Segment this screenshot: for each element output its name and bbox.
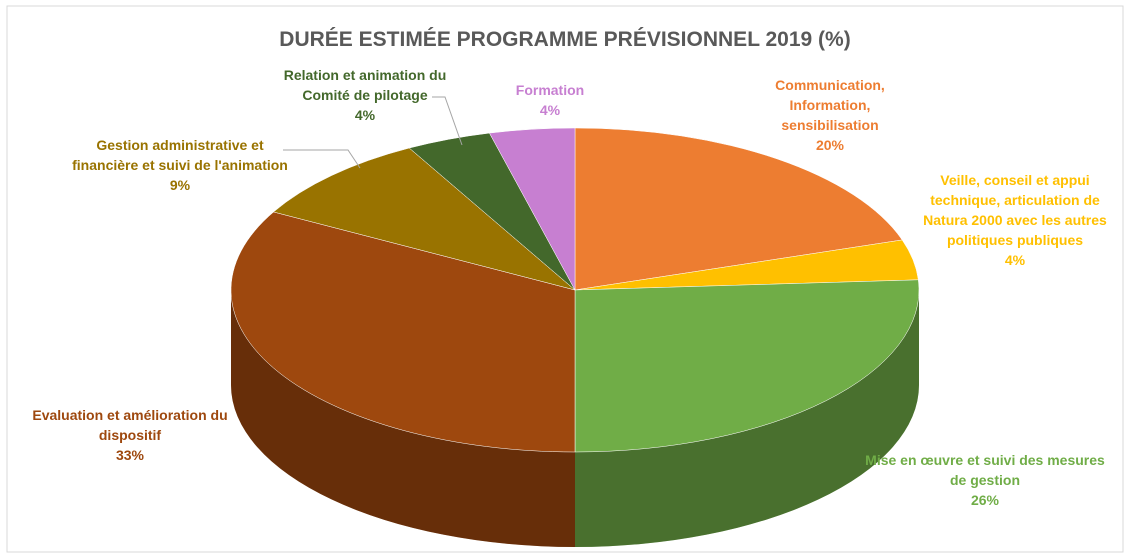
value-label: 20%	[815, 137, 845, 153]
data-label: Evaluation et amélioration du dispositif…	[10, 405, 250, 465]
data-label: Communication, Information, sensibilisat…	[755, 75, 905, 155]
slice	[489, 127, 576, 291]
category-label: Evaluation et amélioration du dispositif	[32, 407, 228, 443]
data-label: Mise en œuvre et suivi des mesures de ge…	[865, 450, 1105, 510]
slice	[574, 127, 903, 291]
category-label: Communication, Information, sensibilisat…	[775, 77, 885, 133]
value-label: 9%	[169, 177, 191, 193]
chart-title: DURÉE ESTIMÉE PROGRAMME PRÉVISIONNEL 201…	[279, 28, 851, 51]
slice-side	[575, 290, 919, 547]
category-label: Formation	[515, 82, 585, 98]
slice-side-shade	[575, 290, 919, 547]
leader-line	[283, 149, 361, 169]
slice-side	[231, 290, 575, 547]
data-label: Formation 4%	[500, 80, 600, 120]
data-label: Gestion administrative et financière et …	[68, 135, 293, 195]
slice	[230, 211, 576, 453]
value-label: 26%	[970, 492, 1000, 508]
data-label: Veille, conseil et appui technique, arti…	[908, 170, 1123, 270]
leader-line	[432, 96, 463, 146]
value-label: 33%	[115, 447, 145, 463]
category-label: Mise en œuvre et suivi des mesures de ge…	[865, 452, 1105, 488]
category-label: Veille, conseil et appui technique, arti…	[923, 172, 1107, 248]
category-label: Gestion administrative et financière et …	[72, 137, 288, 173]
data-label: Relation et animation du Comité de pilot…	[273, 65, 458, 125]
slice-side-shade	[231, 290, 575, 547]
slice	[574, 279, 920, 453]
value-label: 4%	[354, 107, 376, 123]
category-label: Relation et animation du Comité de pilot…	[283, 67, 447, 103]
value-label: 4%	[1004, 252, 1026, 268]
slice	[273, 147, 576, 291]
value-label: 4%	[539, 102, 561, 118]
